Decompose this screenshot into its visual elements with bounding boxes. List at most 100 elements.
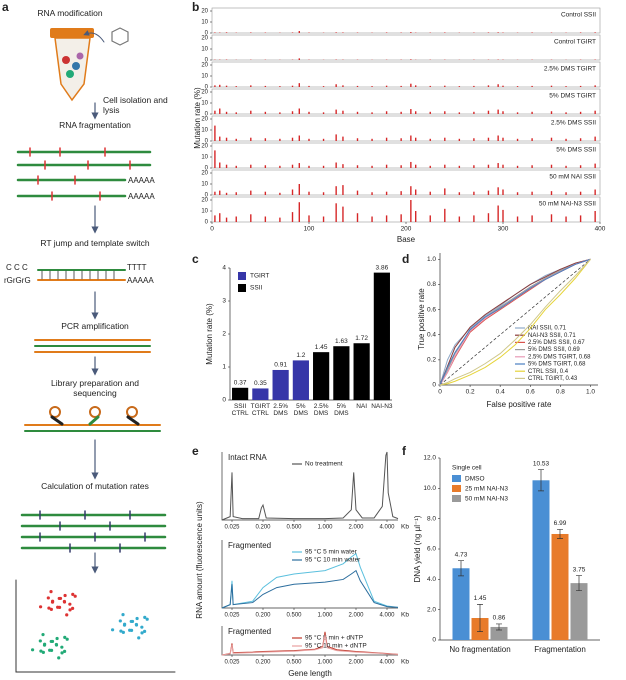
y-tick-label: 0.4 <box>427 331 436 338</box>
panel-letter: f <box>402 444 407 458</box>
y-tick-label: 0 <box>205 220 209 226</box>
y-tick-label: 2 <box>222 331 226 338</box>
step-label: RNA modification <box>37 8 103 18</box>
x-tick-label: 0 <box>210 226 214 233</box>
x-tick-label: 0 <box>438 389 442 396</box>
scatter-dot <box>122 623 127 627</box>
scatter-dot <box>68 608 72 612</box>
value-label: 4.73 <box>455 551 468 558</box>
x-tick-label: Fragmentation <box>534 645 586 654</box>
scatter-dot <box>63 649 67 653</box>
x-tick-label: 4.000 <box>379 660 395 666</box>
series-label: 2.5% DMS SSII <box>551 120 596 127</box>
legend-label: 95 °C 5 min water <box>305 548 358 556</box>
value-label: 1.63 <box>335 338 348 345</box>
scatter-dot <box>119 629 123 633</box>
y-tick-label: 20 <box>201 198 208 204</box>
scatter-dot <box>121 630 125 634</box>
poly-a: AAAAA <box>128 192 155 201</box>
panel-letter: c <box>192 252 199 266</box>
legend-label: No treatment <box>305 461 343 468</box>
error-bar <box>576 575 582 592</box>
x-unit: Kb <box>401 612 409 619</box>
value-label: 1.45 <box>315 344 328 351</box>
legend-label: CTRL TGIRT, 0.43 <box>528 376 578 382</box>
y-tick-label: 0 <box>205 193 209 199</box>
error-bar <box>458 560 464 577</box>
legend-label: NAI-N3 SSII, 0.71 <box>528 333 576 339</box>
scatter-dot <box>140 625 144 629</box>
scatter-dot <box>137 636 141 640</box>
x-tick-label: 4.000 <box>379 613 395 619</box>
x-tick-label: 5% DMS <box>334 403 349 417</box>
y-tick-label: 0 <box>205 112 209 118</box>
y-axis-label: True positive rate <box>417 288 426 350</box>
scatter-dot <box>30 648 35 652</box>
y-tick-label: 0 <box>205 166 209 172</box>
scatter-dot <box>60 645 64 649</box>
legend-swatch <box>238 284 246 292</box>
x-tick-label: 2.000 <box>348 613 364 619</box>
scatter-dot <box>121 613 125 617</box>
bar <box>232 387 249 400</box>
bar <box>490 626 508 640</box>
legend-label: TGIRT <box>250 273 269 280</box>
y-tick-label: 10 <box>201 74 208 80</box>
legend-swatch <box>452 485 461 492</box>
library <box>24 406 161 432</box>
y-tick-label: 0.2 <box>427 357 436 364</box>
scatter-dot <box>71 592 75 596</box>
x-tick-label: 5% DMS <box>293 403 309 417</box>
x-axis-label: False positive rate <box>487 400 552 409</box>
subplot-frame <box>211 115 601 142</box>
template <box>37 269 126 281</box>
x-tick-label: 4.000 <box>379 525 395 531</box>
scatter-dot <box>65 613 69 617</box>
y-tick-label: 0 <box>432 382 436 389</box>
x-tick-label: 1.000 <box>317 525 333 531</box>
trace-title: Fragmented <box>228 627 271 636</box>
legend-label: 2.5% DMS TGIRT, 0.68 <box>528 354 591 360</box>
x-axis-label: Base <box>397 235 416 244</box>
panel-letter: e <box>192 444 199 458</box>
value-label: 1.2 <box>296 352 305 359</box>
scatter-dot <box>63 593 67 598</box>
x-tick-label: 200 <box>401 226 412 233</box>
pcr-strands <box>34 339 151 353</box>
scatter-dot <box>41 633 45 637</box>
x-tick-label: 400 <box>595 226 606 233</box>
x-tick-label: 100 <box>304 226 315 233</box>
modifications <box>29 147 131 201</box>
scatter-dot <box>143 629 147 633</box>
cell <box>76 52 84 60</box>
legend-label: 95 °C 5 min + dNTP <box>305 634 363 642</box>
y-tick-label: 20 <box>201 117 208 123</box>
bar <box>570 583 588 640</box>
y-tick-label: 20 <box>201 36 208 42</box>
tube <box>54 37 91 102</box>
value-label: 1.72 <box>355 335 368 342</box>
scatter-dot <box>62 599 66 604</box>
y-tick-label: 10 <box>201 182 208 188</box>
x-tick-label: 0.025 <box>224 613 240 619</box>
scatter-dot <box>38 639 42 643</box>
bar <box>252 388 269 400</box>
y-tick-label: 10 <box>201 47 208 53</box>
x-tick-label: 0.500 <box>286 613 302 619</box>
y-tick-label: 6.0 <box>427 546 436 553</box>
template-text: TTTT <box>127 263 147 272</box>
x-tick-label: 0.025 <box>224 525 240 531</box>
legend-label: 5% DMS SSII, 0.69 <box>528 347 580 353</box>
bar <box>452 568 470 640</box>
error-bar <box>477 604 483 633</box>
y-tick-label: 12.0 <box>423 455 436 462</box>
legend-label: 95 °C 10 min water <box>305 556 361 564</box>
scatter-dot <box>135 616 139 621</box>
scatter-dot <box>129 628 134 632</box>
bar <box>333 346 350 400</box>
y-tick-label: 0.6 <box>427 306 436 313</box>
x-tick-label: 2.000 <box>348 525 364 531</box>
x-tick-label: 1.0 <box>586 389 595 396</box>
x-tick-label: 0.8 <box>556 389 565 396</box>
x-tick-label: 0.025 <box>224 660 240 666</box>
